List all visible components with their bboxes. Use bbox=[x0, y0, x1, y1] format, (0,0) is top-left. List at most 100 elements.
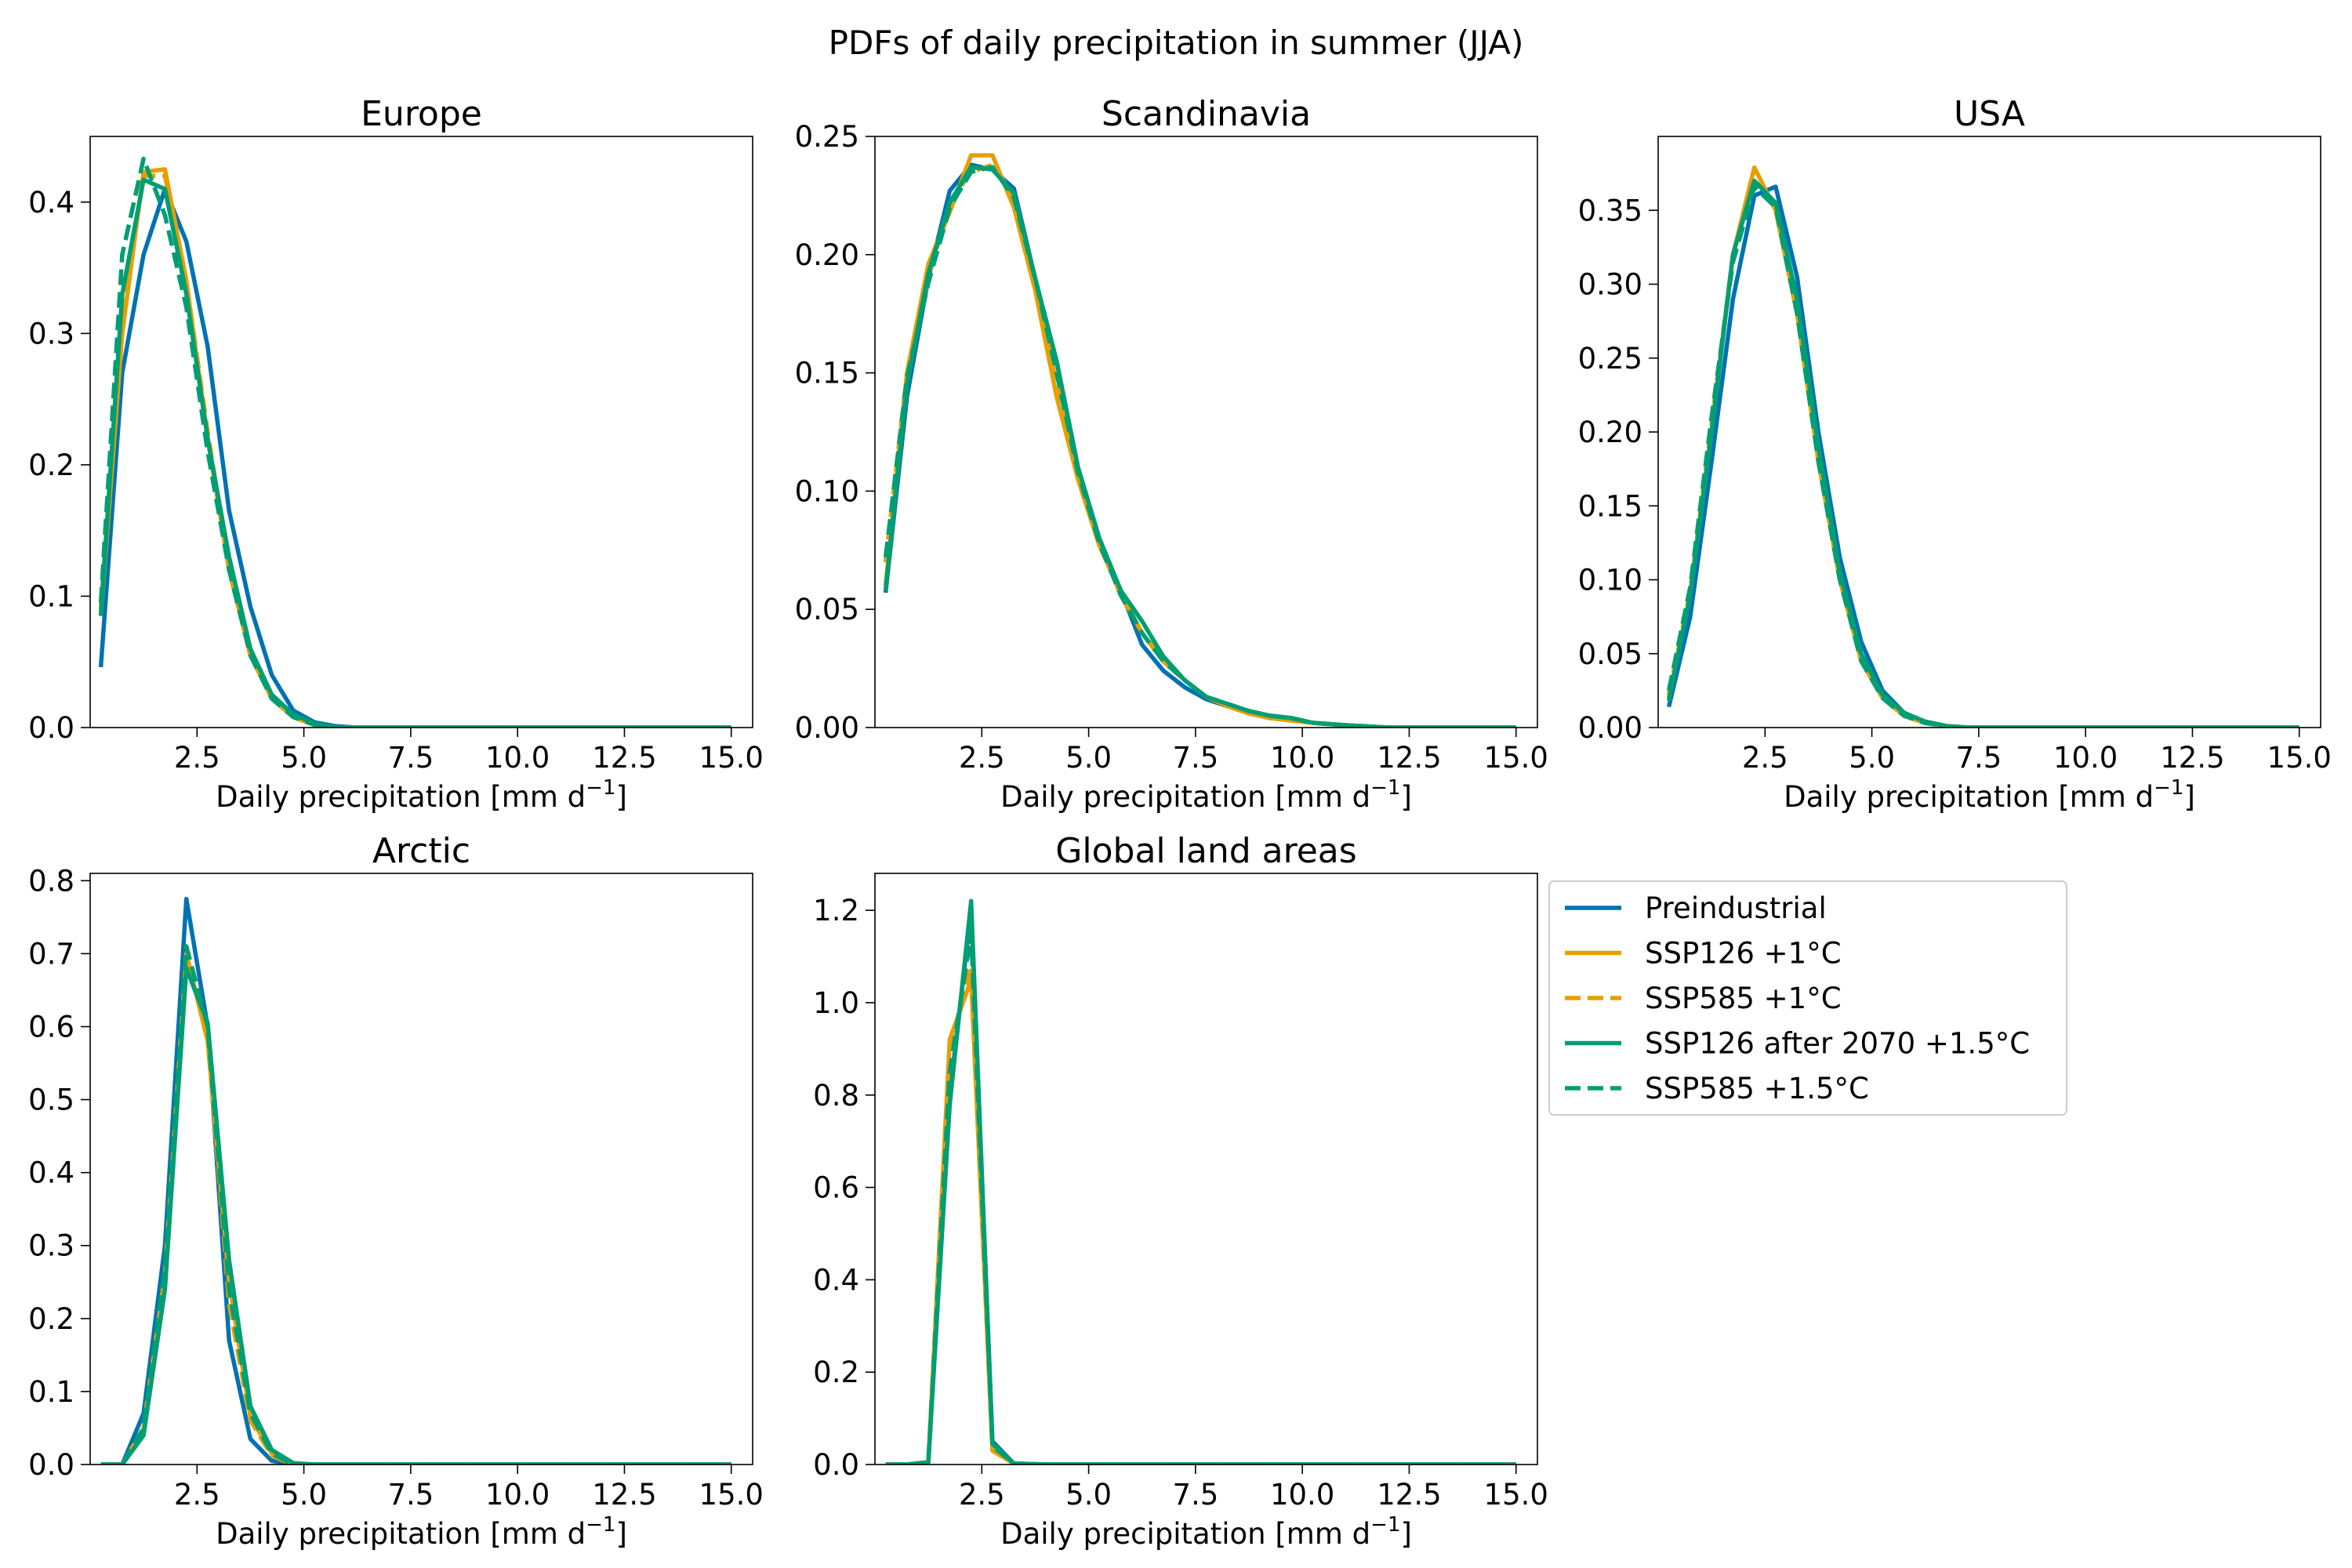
axes-frame bbox=[1657, 136, 2321, 728]
x-tick-label: 7.5 bbox=[387, 741, 434, 775]
legend-label: SSP585 +1°C bbox=[1645, 982, 1842, 1015]
panel-title: Arctic bbox=[372, 831, 470, 871]
y-tick-label: 0.6 bbox=[813, 1171, 859, 1205]
series-line-ssp126-1-c bbox=[1666, 165, 2299, 728]
legend-label: Preindustrial bbox=[1645, 891, 1827, 925]
legend-frame bbox=[1548, 880, 2067, 1116]
x-tick-label: 7.5 bbox=[1955, 741, 2002, 775]
x-tick-label: 15.0 bbox=[2267, 741, 2332, 775]
y-tick-label: 0.4 bbox=[813, 1263, 859, 1297]
chart-scandinavia: Scandinavia 2.5 5.0 7.5 10.0 12.5 15.0 0.00 0.05… bbox=[795, 94, 1548, 814]
x-tick-label: 10.0 bbox=[485, 1478, 550, 1512]
y-tick-label: 0.3 bbox=[28, 1229, 74, 1263]
y-tick-label: 0.35 bbox=[1578, 194, 1642, 227]
series-line-preindustrial bbox=[1666, 184, 2299, 728]
x-tick-label: 10.0 bbox=[1270, 741, 1334, 775]
panel-title: USA bbox=[1954, 94, 2025, 134]
axes-frame bbox=[89, 136, 753, 728]
x-tick-label: 2.5 bbox=[174, 1478, 220, 1512]
y-tick-label: 0.05 bbox=[1578, 637, 1642, 671]
legend-label: SSP126 +1°C bbox=[1645, 937, 1842, 971]
y-tick-label: 0.0 bbox=[813, 1448, 859, 1482]
x-tick-label: 15.0 bbox=[699, 1478, 764, 1512]
y-tick-label: 0.7 bbox=[28, 937, 74, 971]
series-line-ssp585-1-c bbox=[100, 944, 731, 1465]
chart-arctic: Arctic 2.5 5.0 7.5 10.0 12.5 15.0 0.0 0.1 0.2 0.3 0… bbox=[28, 831, 764, 1551]
axes-frame bbox=[874, 136, 1538, 728]
y-tick-label: 0.3 bbox=[28, 317, 74, 350]
series-line-ssp585-1-5-c bbox=[100, 944, 731, 1465]
y-tick-label: 0.2 bbox=[813, 1356, 859, 1389]
axes-frame bbox=[874, 873, 1538, 1465]
series-line-ssp126-1-c bbox=[885, 977, 1516, 1465]
x-tick-label: 5.0 bbox=[1065, 1478, 1112, 1512]
y-tick-label: 0.10 bbox=[795, 474, 859, 508]
x-tick-label: 7.5 bbox=[1172, 1478, 1218, 1512]
x-tick-label: 7.5 bbox=[1172, 741, 1218, 775]
x-tick-label: 15.0 bbox=[1484, 741, 1548, 775]
legend-label: SSP585 +1.5°C bbox=[1645, 1072, 1869, 1105]
series-line-preindustrial bbox=[883, 162, 1516, 728]
y-tick-label: 0.25 bbox=[1578, 342, 1642, 376]
series-line-ssp585-1-c bbox=[98, 173, 731, 728]
series-line-ssp126-after-2070-1-5-c bbox=[1666, 178, 2299, 728]
y-tick-label: 0.4 bbox=[28, 1156, 74, 1190]
series-line-ssp585-1-c bbox=[1666, 178, 2299, 728]
x-tick-label: 5.0 bbox=[1849, 741, 1895, 775]
x-axis-label: Daily precipitation [mm d−1] bbox=[1000, 1513, 1412, 1551]
chart-usa: USA 2.5 5.0 7.5 10.0 12.5 15.0 0.00 0.05 0.10 0.15… bbox=[1578, 94, 2332, 814]
figure-title: PDFs of daily precipitation in summer (J… bbox=[828, 24, 1524, 62]
y-tick-label: 1.2 bbox=[813, 894, 859, 927]
x-tick-label: 5.0 bbox=[281, 741, 327, 775]
y-tick-label: 0.8 bbox=[813, 1079, 859, 1112]
x-tick-label: 10.0 bbox=[1270, 1478, 1334, 1512]
panel-title: Global land areas bbox=[1055, 831, 1356, 871]
x-axis-label: Daily precipitation [mm d−1] bbox=[1784, 776, 2195, 814]
y-tick-label: 0.2 bbox=[28, 1302, 74, 1336]
axes-frame bbox=[89, 873, 753, 1465]
x-tick-label: 5.0 bbox=[281, 1478, 327, 1512]
x-tick-label: 12.5 bbox=[1377, 1478, 1441, 1512]
x-tick-label: 12.5 bbox=[592, 1478, 656, 1512]
y-tick-label: 0.0 bbox=[28, 1448, 74, 1482]
x-tick-label: 12.5 bbox=[592, 741, 656, 775]
legend-label: SSP126 after 2070 +1.5°C bbox=[1645, 1027, 2030, 1061]
series-line-ssp585-1-5-c bbox=[98, 156, 731, 728]
x-axis-label: Daily precipitation [mm d−1] bbox=[216, 1513, 627, 1551]
y-tick-label: 0.2 bbox=[28, 448, 74, 482]
x-tick-label: 5.0 bbox=[1065, 741, 1112, 775]
y-tick-label: 0.8 bbox=[28, 864, 74, 898]
series-line-ssp126-1-c bbox=[100, 951, 731, 1465]
series-line-preindustrial bbox=[98, 187, 731, 728]
panel-title: Europe bbox=[361, 94, 482, 134]
panel-title: Scandinavia bbox=[1102, 94, 1311, 134]
series-line-ssp126-after-2070-1-5-c bbox=[98, 177, 731, 728]
y-tick-label: 0.15 bbox=[1578, 489, 1642, 523]
y-tick-label: 0.20 bbox=[1578, 416, 1642, 449]
series-line-ssp585-1-5-c bbox=[1666, 184, 2299, 728]
x-tick-label: 12.5 bbox=[1377, 741, 1441, 775]
x-tick-label: 2.5 bbox=[959, 1478, 1005, 1512]
series-line-ssp585-1-5-c bbox=[883, 165, 1516, 728]
x-axis-label: Daily precipitation [mm d−1] bbox=[1000, 776, 1412, 814]
y-tick-label: 0.6 bbox=[28, 1010, 74, 1044]
series-line-ssp126-after-2070-1-5-c bbox=[100, 966, 731, 1465]
y-tick-label: 0.5 bbox=[28, 1083, 74, 1117]
x-tick-label: 7.5 bbox=[387, 1478, 434, 1512]
y-tick-label: 0.1 bbox=[28, 1375, 74, 1409]
series-line-preindustrial bbox=[100, 896, 731, 1465]
y-tick-label: 1.0 bbox=[813, 986, 859, 1020]
x-axis-label: Daily precipitation [mm d−1] bbox=[216, 776, 627, 814]
chart-europe: Europe 2.5 5.0 7.5 10.0 12.5 15.0 0.0 0.1 0.2 0.3 0… bbox=[28, 94, 764, 814]
series-line-ssp585-1-c bbox=[883, 162, 1516, 728]
y-tick-label: 0.0 bbox=[28, 711, 74, 745]
x-tick-label: 10.0 bbox=[2053, 741, 2118, 775]
y-tick-label: 0.1 bbox=[28, 579, 74, 613]
series-line-ssp126-after-2070-1-5-c bbox=[883, 165, 1516, 728]
chart-global-land-areas: Global land areas 2.5 5.0 7.5 10.0 12.5 15.0 0.… bbox=[813, 831, 1548, 1551]
x-tick-label: 2.5 bbox=[1742, 741, 1788, 775]
y-tick-label: 0.30 bbox=[1578, 268, 1642, 302]
y-tick-label: 0.10 bbox=[1578, 564, 1642, 597]
y-tick-label: 0.4 bbox=[28, 186, 74, 220]
